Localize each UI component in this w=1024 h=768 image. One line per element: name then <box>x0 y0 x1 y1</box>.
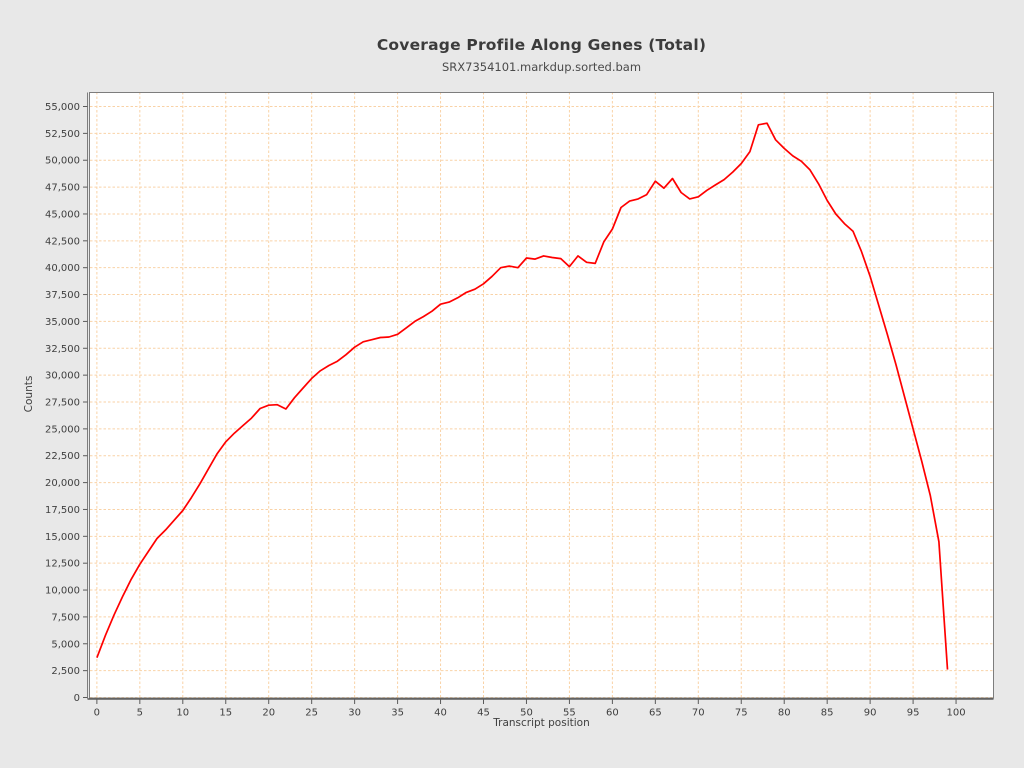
y-tick-label: 45,000 <box>45 209 80 220</box>
x-tick-label: 65 <box>649 708 662 719</box>
x-tick-label: 90 <box>864 708 877 719</box>
y-tick-label: 5,000 <box>51 639 80 650</box>
y-tick-label: 15,000 <box>45 532 80 543</box>
coverage-series-line <box>96 122 949 670</box>
y-tick-label: 20,000 <box>45 478 80 489</box>
x-tick-label: 70 <box>692 708 705 719</box>
chart-subtitle: SRX7354101.markdup.sorted.bam <box>441 60 642 74</box>
y-tick-label: 7,500 <box>51 612 80 623</box>
x-tick-label: 40 <box>434 708 447 719</box>
y-axis-title: Counts <box>23 375 35 413</box>
y-tick-label: 40,000 <box>45 263 80 274</box>
y-tick-label: 50,000 <box>45 156 80 167</box>
x-tick-label: 60 <box>606 708 619 719</box>
x-tick-label: 25 <box>305 708 318 719</box>
y-tick-label: 17,500 <box>45 505 80 516</box>
x-tick-label: 5 <box>137 708 143 719</box>
y-tick-label: 25,000 <box>45 424 80 435</box>
x-tick-label: 50 <box>520 708 533 719</box>
y-tick-label: 47,500 <box>45 183 80 194</box>
x-tick-label: 95 <box>907 708 920 719</box>
x-tick-label: 75 <box>735 708 748 719</box>
y-tick-label: 22,500 <box>45 451 80 462</box>
plot-area <box>90 92 993 698</box>
y-tick-label: 52,500 <box>45 129 80 140</box>
x-tick-label: 85 <box>821 708 834 719</box>
x-tick-label: 45 <box>477 708 490 719</box>
x-tick-label: 10 <box>176 708 189 719</box>
x-tick-label: 35 <box>391 708 404 719</box>
x-axis-title: Transcript position <box>493 717 590 729</box>
x-tick-label: 20 <box>262 708 275 719</box>
x-tick-label: 30 <box>348 708 361 719</box>
x-tick-label: 100 <box>947 708 966 719</box>
y-tick-label: 12,500 <box>45 559 80 570</box>
chart-title: Coverage Profile Along Genes (Total) <box>376 36 707 54</box>
x-tick-label: 0 <box>94 708 100 719</box>
y-tick-label: 32,500 <box>45 344 80 355</box>
y-tick-label: 10,000 <box>45 586 80 597</box>
y-tick-label: 0 <box>74 693 80 704</box>
y-tick-label: 37,500 <box>45 290 80 301</box>
y-tick-label: 55,000 <box>45 102 80 113</box>
chart-header: Coverage Profile Along Genes (Total) SRX… <box>90 0 993 74</box>
x-tick-label: 15 <box>219 708 232 719</box>
plot-border <box>89 92 994 699</box>
y-tick-label: 42,500 <box>45 236 80 247</box>
y-tick-label: 2,500 <box>51 666 80 677</box>
y-tick-label: 30,000 <box>45 371 80 382</box>
x-tick-label: 80 <box>778 708 791 719</box>
y-tick-label: 35,000 <box>45 317 80 328</box>
x-tick-label: 55 <box>563 708 576 719</box>
y-tick-label: 27,500 <box>45 398 80 409</box>
